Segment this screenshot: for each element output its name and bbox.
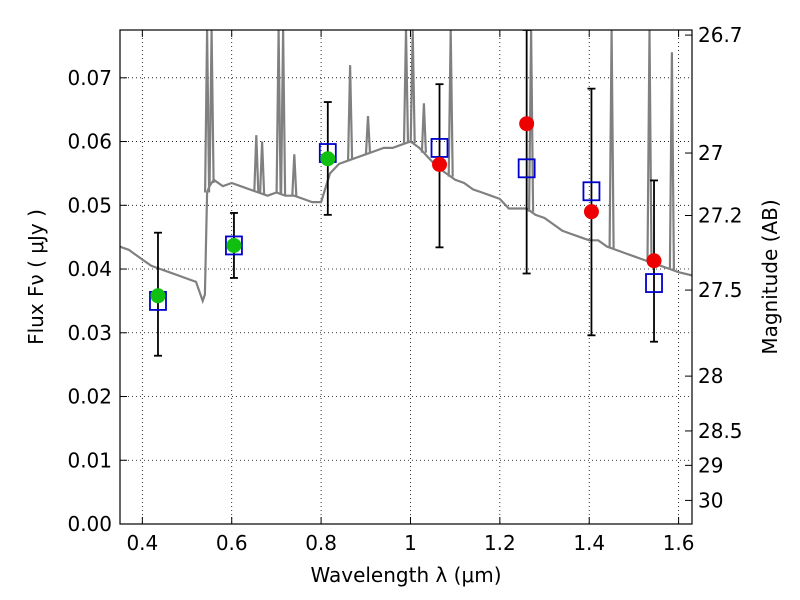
x-tick-label: 1.4	[573, 531, 605, 555]
model-spectrum-line	[120, 140, 692, 305]
y2-tick-label: 27	[698, 141, 723, 165]
x-tick-label: 0.8	[305, 531, 337, 555]
observed-point-green	[320, 151, 336, 167]
y2-axis-ticks: 26.7 27 27.2 27.5 28 28.5 29 30	[685, 23, 743, 512]
y2-tick-label: 27.2	[698, 203, 743, 227]
model-spectrum-spike	[528, 30, 535, 212]
model-spectrum-spike	[347, 65, 354, 160]
y-tick-label: 0.01	[67, 448, 112, 472]
y2-tick-label: 30	[698, 488, 723, 512]
observed-point-green	[226, 237, 242, 253]
y2-tick-label: 28.5	[698, 419, 743, 443]
x-tick-label: 1.6	[663, 531, 695, 555]
y-axis-ticks: 0.00 0.01 0.02 0.03 0.04 0.05 0.06 0.07	[67, 66, 127, 536]
model-spectrum-spike	[208, 30, 215, 184]
y2-axis-label: Magnitude (AB)	[758, 199, 782, 354]
observed-point-red	[432, 156, 448, 172]
x-tick-label: 0.4	[126, 531, 158, 555]
y-tick-label: 0.05	[67, 193, 112, 217]
y-tick-label: 0.06	[67, 130, 112, 154]
observed-point-red	[646, 253, 662, 269]
model-spectrum-spike	[668, 52, 675, 270]
model-box-marker	[582, 181, 601, 202]
model-spectrum-spike	[364, 116, 372, 154]
model-spectrum-spike	[447, 30, 454, 177]
y-axis-label: Flux Fν ( μJy )	[24, 209, 48, 345]
x-axis-label: Wavelength λ (μm)	[310, 563, 501, 587]
y-tick-label: 0.02	[67, 385, 112, 409]
model-spectrum-spike	[275, 30, 282, 194]
model-spectrum-spike	[204, 30, 211, 193]
model-spectrum-spike	[646, 30, 653, 262]
y-tick-label: 0.07	[67, 66, 112, 90]
x-tick-label: 1	[404, 531, 417, 555]
plot-area	[120, 30, 692, 357]
observed-point-green	[150, 288, 166, 304]
plot-inner	[120, 30, 692, 357]
model-spectrum-spike	[608, 30, 615, 249]
model-box-marker	[430, 138, 449, 158]
y2-tick-label: 26.7	[698, 23, 743, 47]
model-spectrum-spike	[280, 30, 287, 195]
plot-frame	[119, 29, 693, 525]
model-spectrum-spike	[291, 154, 298, 196]
y-tick-label: 0.04	[67, 257, 112, 281]
model-spectrum-spike	[409, 30, 416, 144]
model-box-marker	[225, 235, 243, 256]
y2-tick-label: 27.5	[698, 278, 743, 302]
observed-point-red	[519, 116, 535, 132]
model-box-marker	[645, 273, 663, 293]
x-tick-label: 1.2	[484, 531, 516, 555]
model-spectrum-spike	[253, 135, 260, 192]
x-tick-label: 0.6	[216, 531, 248, 555]
x-axis-ticks: 0.4 0.6 0.8 1 1.2 1.4 1.6	[126, 30, 695, 555]
model-spectrum-spike	[420, 103, 427, 153]
y-tick-label: 0.00	[67, 512, 112, 536]
y2-tick-label: 29	[698, 453, 723, 477]
observed-point-red	[583, 204, 599, 220]
model-spectrum-spike	[259, 141, 266, 194]
y-tick-label: 0.03	[67, 321, 112, 345]
model-spectrum-spike	[402, 30, 410, 144]
model-box-marker	[517, 158, 536, 179]
y2-tick-label: 28	[698, 364, 723, 388]
